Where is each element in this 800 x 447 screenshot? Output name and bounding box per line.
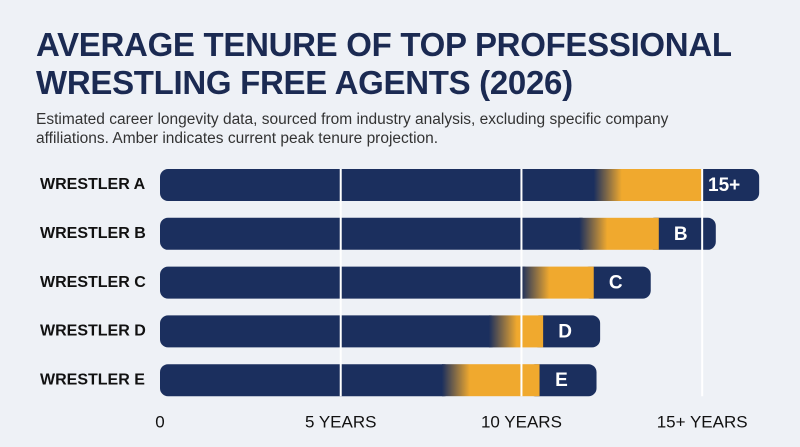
bar-segment [160,169,604,201]
value-label-tab [581,266,651,299]
chart-subtitle: Estimated career longevity data, sourced… [36,111,669,147]
value-label: C [609,273,623,294]
chart-title: AVERAGE TENURE OF TOP PROFESSIONAL WREST… [36,26,732,101]
bar-segment [160,217,590,250]
category-label: WRESTLER C [40,274,146,291]
category-label: WRESTLER E [40,371,145,388]
value-label-tab [690,169,760,201]
bar-segment [160,364,452,397]
x-tick-label: 10 YEARS [481,412,562,431]
bar-segment [160,266,532,299]
x-tick-label: 15+ YEARS [657,412,748,431]
value-label-tab [531,315,601,348]
category-label: WRESTLER B [40,225,146,242]
value-label: 15+ [708,175,740,196]
value-label-tab [527,364,597,397]
bar-segment [593,169,703,201]
value-label-tab [646,217,716,250]
category-label: WRESTLER A [40,176,146,193]
value-label: B [674,224,688,245]
bar-segment [488,315,544,348]
x-tick-label: 5 YEARS [305,412,377,431]
bar-segment [441,364,540,397]
bar-segment [160,315,499,348]
bar-segment [521,266,594,299]
bar-segment [579,217,659,250]
value-label: D [558,321,572,342]
category-label: WRESTLER D [40,323,146,340]
x-tick-label: 0 [155,412,164,431]
value-label: E [555,370,568,391]
